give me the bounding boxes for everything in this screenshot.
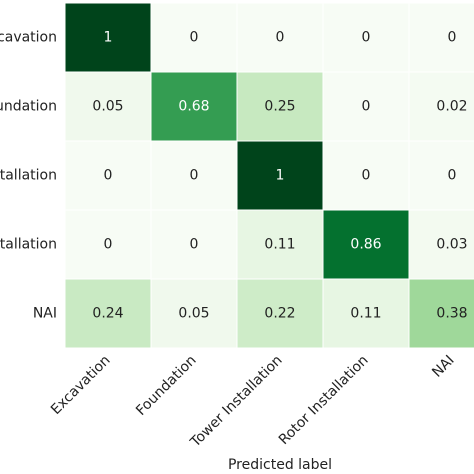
cell-label: 0 — [276, 30, 285, 46]
y-tick-label: NAI — [33, 306, 57, 322]
y-tick-label: Rotor Installation — [0, 237, 57, 253]
cell — [408, 2, 474, 73]
cell-label: 0 — [362, 30, 371, 46]
cell — [408, 278, 474, 349]
cell — [408, 71, 474, 142]
cell-label: 0.22 — [264, 306, 295, 322]
cell — [150, 140, 238, 211]
cell — [322, 71, 410, 142]
cell-label: 0 — [190, 237, 199, 253]
cell-label: 1 — [276, 168, 285, 184]
y-tick-label: Tower Installation — [0, 168, 57, 184]
cell — [64, 71, 152, 142]
y-tick-label: Foundation — [0, 99, 57, 115]
cell-label: 0 — [362, 99, 371, 115]
cell — [150, 209, 238, 280]
x-tick-label: Rotor Installation — [276, 352, 372, 448]
cell-label: 0 — [104, 237, 113, 253]
cell — [408, 140, 474, 211]
cell-label: 0 — [104, 168, 113, 184]
cell-label: 0.24 — [92, 306, 123, 322]
cell-label: 0.86 — [350, 237, 381, 253]
cell — [236, 2, 324, 73]
cell — [150, 278, 238, 349]
y-tick-label: Excavation — [0, 30, 57, 46]
cell-label: 0.05 — [92, 99, 123, 115]
cell — [64, 140, 152, 211]
cell — [322, 2, 410, 73]
cell-label: 0.68 — [178, 99, 209, 115]
cell-label: 0 — [190, 30, 199, 46]
cell — [236, 140, 324, 211]
cell-label: 0.11 — [350, 306, 381, 322]
cell-label: 0.03 — [436, 237, 467, 253]
x-axis-label: Predicted label — [228, 457, 332, 473]
cell-label: 0 — [362, 168, 371, 184]
cell-label: 0.02 — [436, 99, 467, 115]
cell-label: 0 — [448, 30, 457, 46]
x-tick-label: Tower Installation — [187, 352, 286, 451]
x-tick-label: Foundation — [133, 352, 200, 419]
cell — [322, 140, 410, 211]
cell — [150, 2, 238, 73]
cell — [150, 71, 238, 142]
cell-label: 0.05 — [178, 306, 209, 322]
cell-label: 0.38 — [436, 306, 467, 322]
cell — [322, 278, 410, 349]
cell — [236, 278, 324, 349]
cell — [408, 209, 474, 280]
cell-label: 0 — [190, 168, 199, 184]
x-tick-label: Excavation — [48, 352, 114, 418]
cell-label: 1 — [104, 30, 113, 46]
cell — [64, 2, 152, 73]
cell — [64, 278, 152, 349]
x-tick-label: NAI — [429, 352, 457, 380]
cell-label: 0.11 — [264, 237, 295, 253]
cell-label: 0.25 — [264, 99, 295, 115]
cell-label: 0 — [448, 168, 457, 184]
